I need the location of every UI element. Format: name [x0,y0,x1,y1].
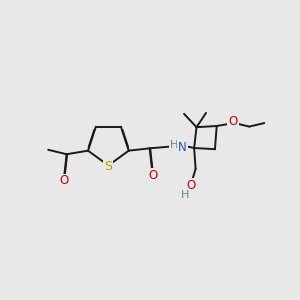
Text: H: H [181,190,190,200]
Text: O: O [148,169,157,182]
Text: S: S [104,160,112,173]
Text: O: O [186,178,195,192]
Text: O: O [60,175,69,188]
Text: H: H [170,140,179,150]
Text: N: N [178,141,187,154]
Text: O: O [228,115,238,128]
